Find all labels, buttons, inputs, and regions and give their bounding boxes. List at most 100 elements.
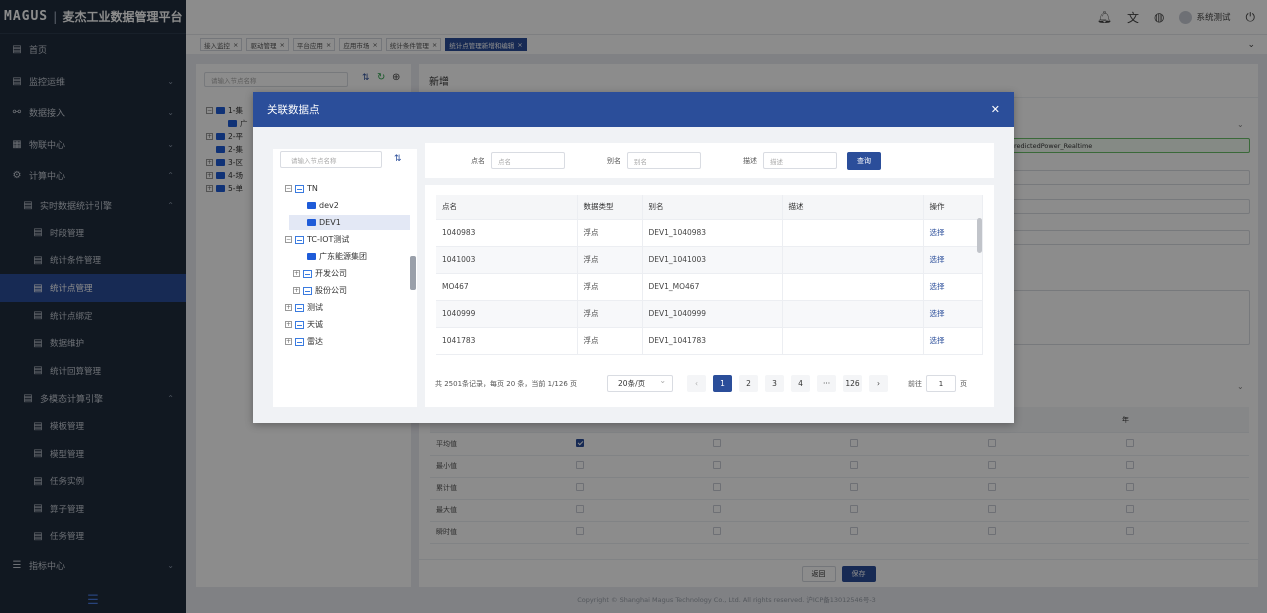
menu-item-operator-mgmt[interactable]: ▤ 算子管理 [0, 495, 186, 523]
chevron-down-icon[interactable]: ⌄ [1247, 39, 1255, 50]
checkbox[interactable] [850, 461, 858, 469]
tree-node-dev2[interactable]: dev2 [307, 198, 339, 213]
collapse-icon[interactable]: − [285, 185, 292, 192]
menu-item-compute-center[interactable]: ⚙ 计算中心 ⌃ [0, 160, 186, 192]
tree-node-tc-iot[interactable]: − TC-IOT测试 [285, 232, 349, 247]
filter-icon[interactable]: ⇅ [394, 154, 402, 164]
select-link[interactable]: 选择 [923, 300, 983, 328]
menu-item-task-mgmt[interactable]: ▤ 任务管理 [0, 523, 186, 551]
close-icon[interactable]: × [233, 40, 239, 49]
page-button[interactable]: 2 [739, 375, 759, 392]
tree-node-tiancheng[interactable]: + 天诚 [285, 317, 323, 332]
refresh-icon[interactable]: ↻ [377, 72, 386, 83]
tree-node-dev-company[interactable]: + 开发公司 [293, 266, 347, 281]
checkbox[interactable] [988, 527, 996, 535]
translate-icon[interactable]: 文 [1126, 10, 1139, 25]
logo[interactable]: MAGUS | 麦杰工业数据管理平台 [0, 0, 186, 34]
checkbox[interactable] [850, 438, 858, 447]
table-row[interactable]: MO467 浮点 DEV1_MO467 选择 [436, 273, 983, 301]
tree-node[interactable]: +5-单 [206, 182, 248, 195]
description-input[interactable]: 描述 [763, 152, 837, 169]
menu-item-realtime-engine[interactable]: ▤ 实时数据统计引擎 ⌃ [0, 192, 186, 220]
expand-icon[interactable]: + [285, 321, 292, 328]
tree-node-share-company[interactable]: + 股份公司 [293, 283, 347, 298]
tree-node-gd-energy[interactable]: 广东能源集团 [307, 249, 367, 264]
tree-node[interactable]: +3-区 [206, 156, 248, 169]
add-circle-icon[interactable]: ⊕ [392, 72, 401, 83]
tab-condition-mgmt[interactable]: 统计条件管理 × [385, 38, 442, 51]
back-button[interactable]: 返回 [801, 565, 836, 582]
checkbox[interactable] [576, 505, 584, 513]
menu-item-recalc-mgmt[interactable]: ▤ 统计回算管理 [0, 357, 186, 385]
menu-item-iot-center[interactable]: ▦ 物联中心 ⌄ [0, 129, 186, 161]
checkbox[interactable] [988, 461, 996, 469]
close-icon[interactable]: × [517, 40, 523, 49]
node-search-input[interactable]: 请输入节点名称 [204, 72, 348, 87]
menu-item-point-bind[interactable]: ▤ 统计点绑定 [0, 302, 186, 330]
power-icon[interactable]: ⏻ [1245, 9, 1256, 24]
collapse-icon[interactable]: − [285, 236, 292, 243]
next-page-icon[interactable]: › [869, 375, 889, 392]
checkbox[interactable] [1126, 483, 1134, 491]
tree-node-test[interactable]: + 测试 [285, 300, 323, 315]
page-button[interactable]: 1 [713, 375, 733, 392]
page-button[interactable]: 4 [791, 375, 811, 392]
checkbox[interactable] [713, 438, 721, 447]
page-button[interactable]: 3 [765, 375, 785, 392]
chevron-down-icon[interactable]: ⌄ [1237, 120, 1244, 129]
tab-driver-mgmt[interactable]: 驱动管理 × [246, 38, 289, 51]
menu-item-home[interactable]: ▤ 首页 [0, 34, 186, 66]
checkbox[interactable] [713, 461, 721, 469]
menu-item-period-mgmt[interactable]: ▤ 时段管理 [0, 219, 186, 247]
menu-item-point-mgmt[interactable]: ▤ 统计点管理 [0, 274, 186, 302]
expand-icon[interactable]: + [285, 304, 292, 311]
select-link[interactable]: 选择 [923, 327, 983, 355]
close-icon[interactable]: × [431, 40, 438, 49]
checkbox[interactable] [576, 438, 584, 447]
menu-item-model-mgmt[interactable]: ▤ 模型管理 [0, 440, 186, 468]
menu-item-monitoring[interactable]: ▤ 监控运维 ⌄ [0, 66, 186, 98]
tree-search-input[interactable]: 请输入节点名称 [280, 151, 382, 168]
alias-input[interactable]: 别名 [627, 152, 701, 169]
table-row[interactable]: 1041783 浮点 DEV1_1041783 选择 [436, 327, 983, 355]
tree-node[interactable]: +2-平 [206, 130, 248, 143]
checkbox[interactable] [576, 527, 584, 535]
expand-icon[interactable]: + [293, 270, 300, 277]
checkbox[interactable] [1126, 527, 1134, 535]
checkbox[interactable] [988, 505, 996, 513]
checkbox[interactable] [850, 483, 858, 491]
checkbox[interactable] [1126, 505, 1134, 513]
collapse-menu-icon[interactable]: ☰ [87, 592, 99, 608]
select-link[interactable]: 选择 [923, 219, 983, 247]
menu-item-indicator-center[interactable]: ☰ 指标中心 ⌄ [0, 550, 186, 582]
prev-page-icon[interactable]: ‹ [687, 375, 707, 392]
tree-node[interactable]: 广 [206, 117, 248, 130]
menu-item-data-maint[interactable]: ▤ 数据维护 [0, 329, 186, 357]
expand-icon[interactable]: + [206, 172, 213, 179]
query-button[interactable]: 查询 [847, 151, 881, 170]
point-name-input[interactable]: 点名 [491, 152, 565, 169]
tree-node[interactable]: 2-集 [206, 143, 248, 156]
close-icon[interactable]: × [279, 40, 285, 49]
page-button[interactable]: 126 [843, 375, 863, 392]
page-size-select[interactable]: 20条/页 [607, 375, 674, 392]
checkbox[interactable] [713, 505, 721, 513]
expand-icon[interactable]: + [293, 287, 300, 294]
select-link[interactable]: 选择 [923, 246, 983, 274]
more-pages-button[interactable]: ··· [817, 375, 837, 392]
expand-icon[interactable]: + [285, 338, 292, 345]
tree-node-tn[interactable]: − TN [285, 181, 318, 196]
tree-node-dev1[interactable]: DEV1 [289, 215, 410, 230]
table-row[interactable]: 1040983 浮点 DEV1_1040983 选择 [436, 219, 983, 247]
user-menu[interactable]: 系统测试 [1179, 10, 1231, 24]
expand-icon[interactable]: + [206, 133, 213, 140]
menu-item-multimodal-engine[interactable]: ▤ 多模态计算引擎 ⌃ [0, 385, 186, 413]
checkbox[interactable] [988, 483, 996, 491]
panel-collapse-handle[interactable] [410, 256, 416, 290]
bell-icon[interactable]: 🔔︎ [1096, 10, 1112, 24]
save-button[interactable]: 保存 [841, 565, 876, 582]
tab-platform-app[interactable]: 平台应用 × [292, 38, 336, 51]
select-link[interactable]: 选择 [923, 273, 983, 301]
goto-page-input[interactable]: 1 [926, 375, 957, 392]
tab-app-market[interactable]: 应用市场 × [339, 38, 382, 51]
